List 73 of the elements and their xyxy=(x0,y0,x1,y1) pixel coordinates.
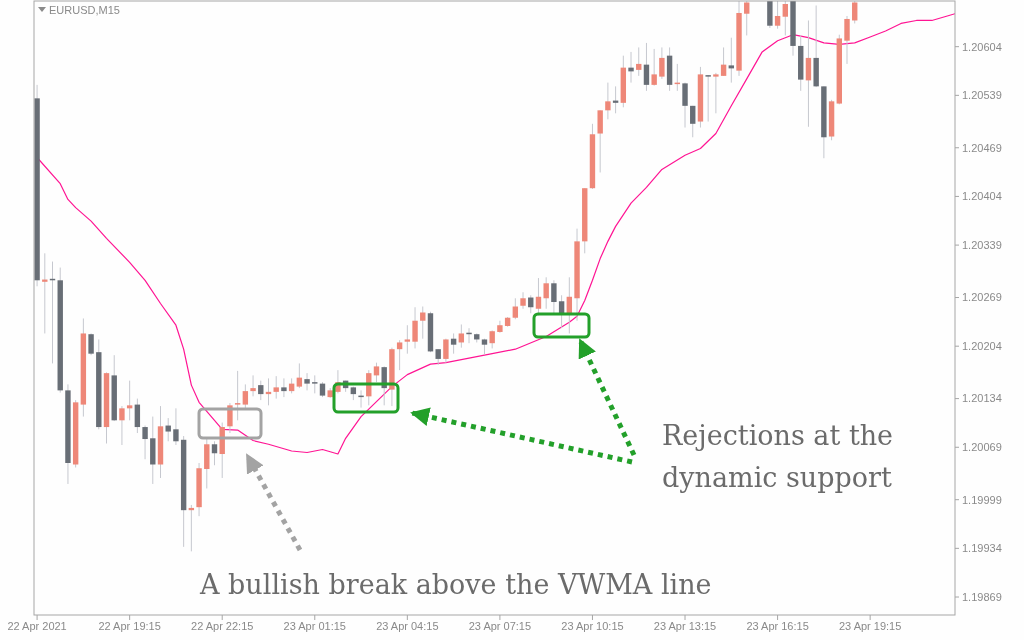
y-tick-label: 1.20604 xyxy=(962,40,1002,53)
candlestick xyxy=(273,375,279,400)
y-tick-label: 1.20339 xyxy=(962,238,1002,251)
candlestick xyxy=(543,276,549,310)
candlestick xyxy=(420,306,426,340)
candlestick xyxy=(551,279,557,314)
candlestick xyxy=(250,374,256,397)
candlestick xyxy=(782,1,788,36)
y-tick-label: 1.20469 xyxy=(962,141,1002,154)
y-tick-label: 1.19999 xyxy=(962,493,1002,506)
candlestick xyxy=(659,46,665,80)
candlestick xyxy=(597,109,603,173)
candlestick xyxy=(304,372,310,391)
candlestick xyxy=(636,46,642,77)
candlestick xyxy=(142,425,148,460)
candlestick xyxy=(844,15,850,65)
annotation: Rejections at the dynamic support xyxy=(662,420,894,493)
candlestick xyxy=(728,37,735,84)
candlestick xyxy=(774,1,781,30)
candlestick xyxy=(605,82,611,120)
candlestick xyxy=(558,294,565,329)
candlestick xyxy=(373,362,380,383)
candlestick xyxy=(512,297,519,320)
y-tick-label: 1.19869 xyxy=(962,590,1002,603)
y-tick-label: 1.19934 xyxy=(962,542,1002,555)
candlestick xyxy=(242,383,249,409)
candlestick xyxy=(566,276,573,334)
candlestick xyxy=(88,332,94,356)
candlestick xyxy=(119,405,125,446)
candlestick xyxy=(404,324,411,355)
candlestick xyxy=(651,48,657,87)
y-tick-label: 1.20269 xyxy=(962,291,1002,304)
x-tick-label: 23 Apr 16:15 xyxy=(746,620,809,632)
candlestick xyxy=(535,277,542,316)
x-tick-label: 23 Apr 04:15 xyxy=(376,620,439,632)
candlestick xyxy=(296,362,303,389)
y-tick-label: 1.20204 xyxy=(962,340,1002,353)
x-tick-label: 23 Apr 10:15 xyxy=(561,620,624,632)
candlestick xyxy=(805,19,812,128)
candlestick xyxy=(173,407,179,446)
candlestick xyxy=(412,306,418,349)
candlestick xyxy=(705,74,711,123)
candlestick xyxy=(258,380,264,401)
candlestick xyxy=(682,82,688,129)
y-tick-label: 1.20539 xyxy=(962,89,1002,102)
candlestick xyxy=(234,370,241,421)
candlestick xyxy=(126,380,133,421)
y-tick-label: 1.20069 xyxy=(962,441,1002,454)
candlestick xyxy=(713,72,719,114)
y-tick-label: 1.20134 xyxy=(962,392,1002,405)
candlestick xyxy=(450,332,457,355)
x-tick-label: 23 Apr 01:15 xyxy=(283,620,346,632)
chart-title: EURUSD,M15 xyxy=(49,4,120,16)
annotation: A bullish break above the VWMA line xyxy=(199,569,712,600)
x-tick-label: 22 Apr 2021 xyxy=(7,620,67,632)
candlestick xyxy=(720,46,727,77)
candlestick xyxy=(690,105,696,138)
candlestick xyxy=(134,398,141,434)
candlestick xyxy=(520,291,526,310)
candlestick xyxy=(458,323,465,349)
candlestick xyxy=(396,339,403,371)
candlestick xyxy=(211,440,218,466)
x-tick-label: 23 Apr 19:15 xyxy=(838,620,902,632)
candlestick xyxy=(643,42,650,92)
x-tick-label: 22 Apr 22:15 xyxy=(191,620,254,632)
candlestick xyxy=(165,417,171,442)
y-tick-label: 1.20404 xyxy=(962,190,1002,203)
candlestick xyxy=(628,51,634,84)
candlestick xyxy=(281,377,287,398)
x-tick-label: 23 Apr 13:15 xyxy=(653,620,717,632)
x-tick-label: 22 Apr 19:15 xyxy=(98,620,161,632)
candlestick xyxy=(744,1,750,36)
x-tick-label: 23 Apr 07:15 xyxy=(468,620,532,632)
